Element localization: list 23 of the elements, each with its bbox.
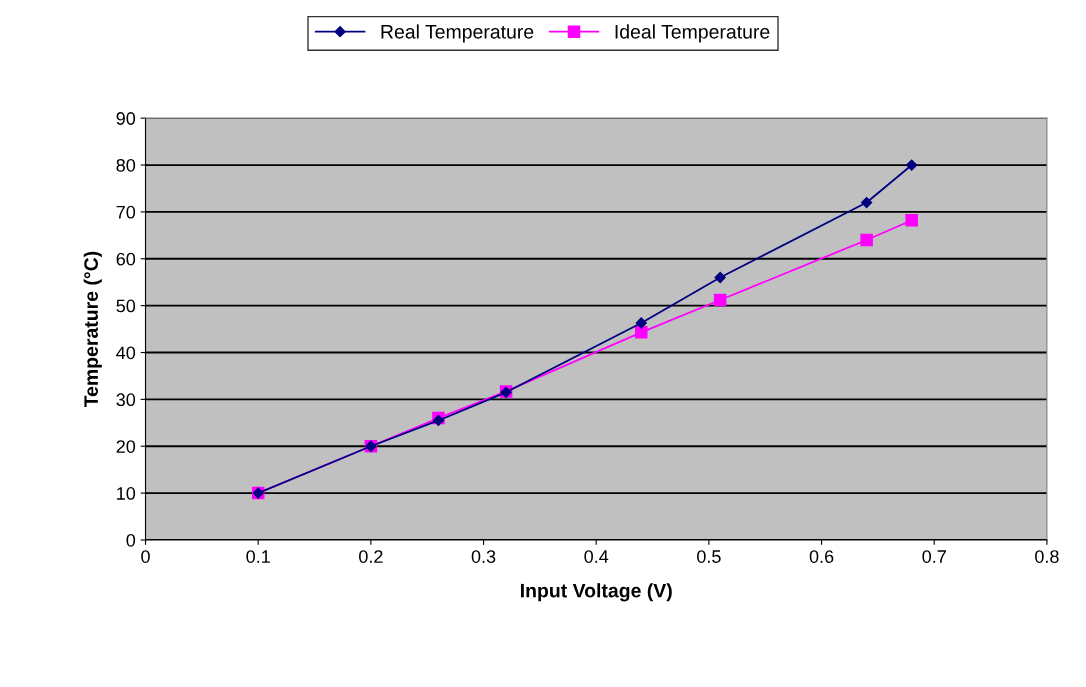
y-tick-label: 20: [116, 440, 136, 453]
x-tick-label: 0.7: [922, 550, 946, 563]
x-tick-label: 0.4: [584, 550, 609, 563]
x-tick-label: 0.3: [471, 550, 496, 563]
y-tick-label: 60: [116, 252, 136, 266]
legend-label: Real Temperature: [381, 24, 534, 43]
y-tick-label: 70: [116, 205, 136, 219]
y-tick-label: 10: [117, 487, 136, 500]
x-tick-label: 0.6: [809, 550, 834, 563]
y-tick-label: 40: [116, 346, 136, 360]
legend-label: Ideal Temperature: [615, 24, 770, 43]
x-tick-label: 0.8: [1035, 550, 1059, 563]
x-tick-label: 0: [141, 550, 150, 563]
x-tick-label: 0.2: [359, 550, 383, 563]
y-tick-label: 90: [116, 112, 136, 125]
x-tick-label: 0.5: [697, 550, 721, 563]
y-tick-label: 50: [116, 299, 136, 313]
y-axis-title: Temperature (°C): [83, 251, 102, 408]
x-tick-label: 0.1: [246, 550, 270, 563]
x-axis-title: Input Voltage (V): [521, 583, 672, 602]
y-tick-label: 80: [116, 158, 136, 172]
y-tick-label: 0: [126, 533, 136, 547]
y-tick-label: 30: [116, 393, 136, 407]
